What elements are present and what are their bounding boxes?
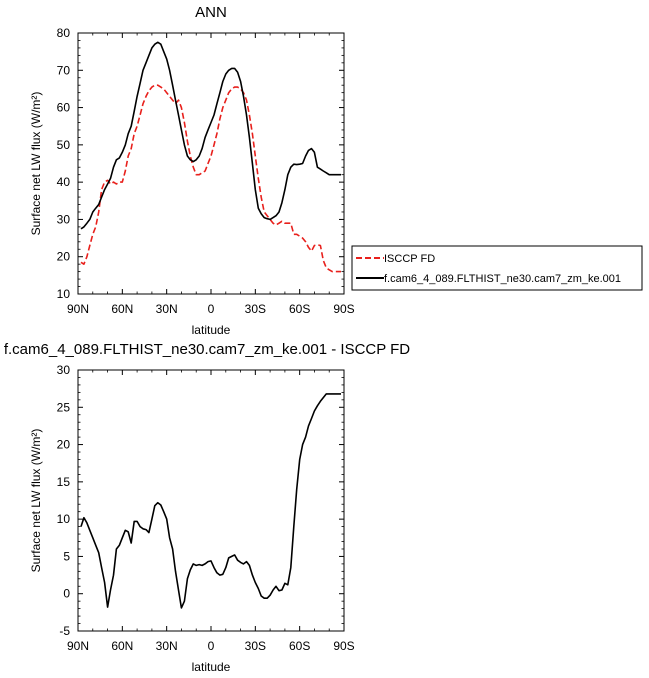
bottom-panel-x-axis-label: latitude <box>192 660 231 674</box>
x-tick-label: 90N <box>67 302 89 316</box>
y-tick-label: 10 <box>57 287 71 301</box>
y-tick-label: 20 <box>57 438 71 452</box>
x-tick-label: 90S <box>333 302 354 316</box>
x-tick-label: 0 <box>208 302 215 316</box>
x-tick-label: 30S <box>245 302 266 316</box>
y-tick-label: -5 <box>59 624 70 638</box>
y-tick-label: 30 <box>57 363 71 377</box>
bottom-panel-y-axis-label: Surface net LW flux (W/m²) <box>29 429 43 573</box>
top-panel-y-axis-label: Surface net LW flux (W/m²) <box>29 92 43 236</box>
legend: ISCCP FD f.cam6_4_089.FLTHIST_ne30.cam7_… <box>351 245 643 291</box>
plot-frame <box>77 369 345 632</box>
y-tick-label: 5 <box>63 549 70 563</box>
y-tick-label: 25 <box>57 400 71 414</box>
series-line-model <box>80 41 341 230</box>
y-tick-label: 80 <box>57 26 71 40</box>
top-panel-title: ANN <box>195 4 227 21</box>
x-tick-label: 0 <box>208 639 215 653</box>
x-tick-label: 60N <box>111 302 133 316</box>
y-tick-label: 30 <box>57 212 71 226</box>
y-tick-label: 60 <box>57 101 71 115</box>
y-tick-label: 0 <box>63 587 70 601</box>
legend-label-model: f.cam6_4_089.FLTHIST_ne30.cam7_zm_ke.001 <box>384 273 621 285</box>
plot-frame <box>77 32 345 295</box>
x-tick-label: 90S <box>333 639 354 653</box>
y-tick-label: 70 <box>57 63 71 77</box>
legend-label-isccp: ISCCP FD <box>384 253 435 265</box>
series-line-difference <box>80 393 341 609</box>
x-tick-label: 30S <box>245 639 266 653</box>
x-tick-label: 30N <box>156 639 178 653</box>
x-tick-label: 90N <box>67 639 89 653</box>
legend-box <box>351 245 643 291</box>
top-panel-x-axis-label: latitude <box>192 323 231 337</box>
x-tick-label: 30N <box>156 302 178 316</box>
bottom-panel-title: f.cam6_4_089.FLTHIST_ne30.cam7_zm_ke.001… <box>4 341 410 358</box>
y-tick-label: 20 <box>57 250 71 264</box>
bottom-panel: f.cam6_4_089.FLTHIST_ne30.cam7_zm_ke.001… <box>4 341 410 674</box>
series-line-isccp <box>80 84 341 273</box>
y-tick-label: 50 <box>57 138 71 152</box>
y-tick-label: 15 <box>57 475 71 489</box>
x-tick-label: 60S <box>289 639 310 653</box>
x-tick-label: 60N <box>111 639 133 653</box>
y-tick-label: 40 <box>57 175 71 189</box>
x-tick-label: 60S <box>289 302 310 316</box>
y-tick-label: 10 <box>57 512 71 526</box>
